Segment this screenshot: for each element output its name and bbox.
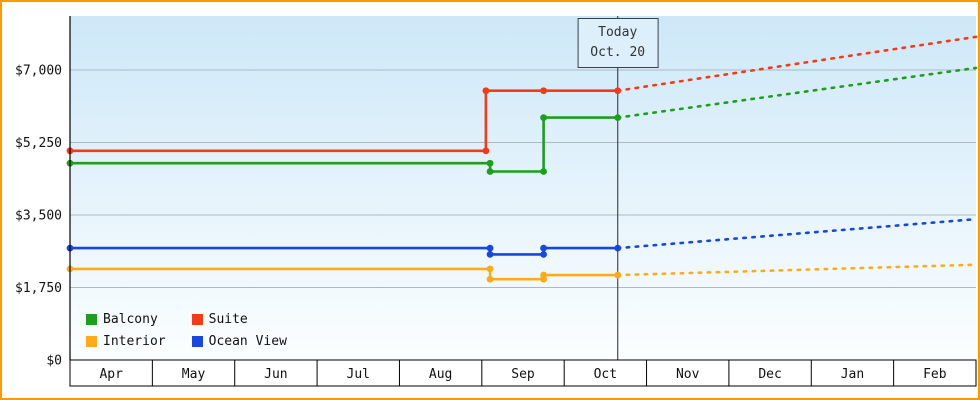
month-label-sep: Sep <box>511 367 535 382</box>
data-point-suite <box>540 87 547 95</box>
data-point-suite <box>614 87 622 95</box>
today-label-line1: Today <box>598 25 638 40</box>
data-point-interior <box>540 271 547 279</box>
data-point-balcony <box>486 159 494 167</box>
y-tick-label: $3,500 <box>15 209 62 224</box>
series-forecast-ocean-view <box>616 217 978 250</box>
interior-swatch-icon <box>86 336 97 347</box>
month-label-jun: Jun <box>264 367 287 382</box>
series-line-suite <box>70 89 618 153</box>
legend-item-interior: Interior <box>86 334 166 349</box>
legend-label-ocean-view: Ocean View <box>208 334 287 349</box>
data-point-ocean-view <box>614 244 622 252</box>
data-point-balcony <box>614 114 622 122</box>
month-axis-band <box>69 359 977 387</box>
month-label-jan: Jan <box>841 367 864 382</box>
y-tick-label: $0 <box>46 354 62 369</box>
month-label-may: May <box>182 367 206 382</box>
ocean-view-swatch-icon <box>191 336 203 347</box>
series-forecast-suite <box>616 35 978 93</box>
month-label-aug: Aug <box>429 367 452 382</box>
series-line-balcony <box>70 116 618 173</box>
data-point-interior <box>486 265 494 273</box>
series-forecast-interior <box>616 263 978 277</box>
legend-label-suite: Suite <box>208 312 248 327</box>
legend-item-suite: Suite <box>191 312 287 327</box>
y-tick-label: $7,000 <box>15 64 62 79</box>
y-tick-label: $5,250 <box>15 136 62 151</box>
series-line-interior <box>70 267 618 281</box>
data-point-ocean-view <box>540 250 547 258</box>
series-line-ocean-view <box>70 246 618 256</box>
month-label-apr: Apr <box>99 367 123 382</box>
month-label-dec: Dec <box>758 367 781 382</box>
month-label-jul: Jul <box>347 367 370 382</box>
data-point-interior <box>486 275 494 283</box>
data-point-ocean-view <box>486 244 494 252</box>
legend-label-balcony: Balcony <box>103 312 158 327</box>
month-label-feb: Feb <box>923 367 947 382</box>
balcony-swatch-icon <box>86 314 97 325</box>
y-tick-label: $1,750 <box>15 281 62 296</box>
month-label-nov: Nov <box>676 367 700 382</box>
month-label-oct: Oct <box>594 367 617 382</box>
data-point-suite <box>482 147 490 155</box>
legend-item-balcony: Balcony <box>86 312 166 327</box>
data-point-suite <box>482 87 490 95</box>
legend: Balcony Suite Interior Ocean View <box>86 312 287 349</box>
today-label-line2: Oct. 20 <box>590 45 646 61</box>
plot-background <box>70 16 976 360</box>
data-point-balcony <box>540 168 547 175</box>
legend-item-ocean-view: Ocean View <box>191 334 287 349</box>
data-point-balcony <box>540 114 547 122</box>
data-point-ocean-view <box>486 250 494 258</box>
data-point-interior <box>614 271 622 279</box>
data-point-balcony <box>486 168 494 175</box>
data-point-ocean-view <box>540 244 547 252</box>
today-label-box: Today Oct. 20 <box>577 18 659 69</box>
suite-swatch-icon <box>191 314 203 325</box>
legend-label-interior: Interior <box>103 334 166 349</box>
series-forecast-balcony <box>616 66 978 119</box>
